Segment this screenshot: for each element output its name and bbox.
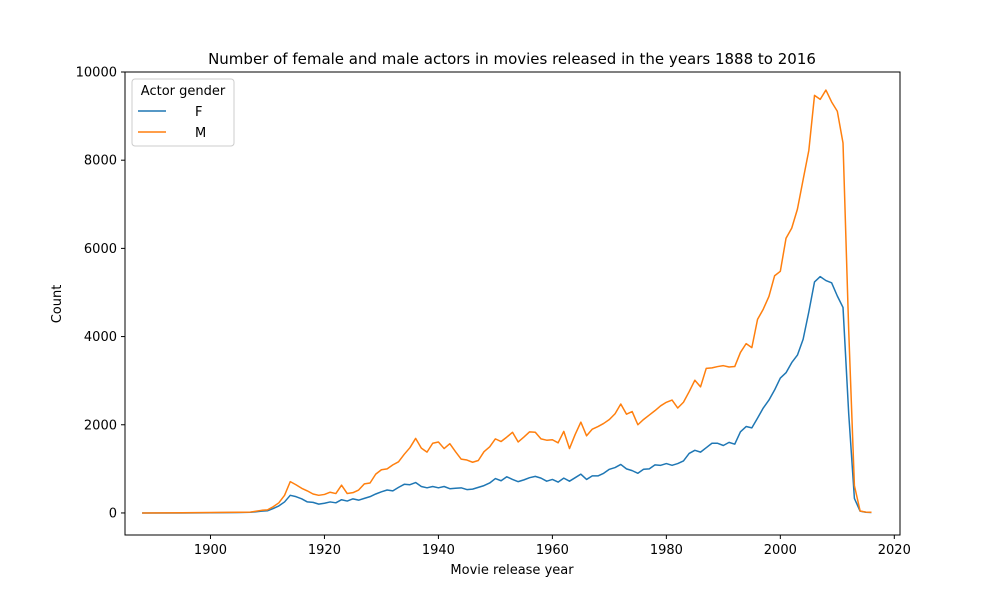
x-axis: 1900 1920 1940 1960 1980 2000 2020 xyxy=(194,535,911,558)
x-tick-label: 1920 xyxy=(308,543,341,558)
y-axis-label: Count xyxy=(50,285,65,324)
chart-title: Number of female and male actors in movi… xyxy=(208,50,816,68)
plot-frame xyxy=(124,71,901,536)
legend-label-f: F xyxy=(195,105,202,120)
series-line-f xyxy=(142,275,872,514)
x-tick-label: 1900 xyxy=(194,543,227,558)
y-axis: 0 2000 4000 6000 8000 10000 xyxy=(76,66,125,521)
plot-lines xyxy=(142,89,872,514)
legend-label-m: M xyxy=(195,126,206,141)
y-tick-label: 8000 xyxy=(84,154,117,169)
y-tick-label: 4000 xyxy=(84,330,117,345)
x-tick-label: 1940 xyxy=(422,543,455,558)
x-tick-label: 1980 xyxy=(650,543,683,558)
x-tick-label: 1960 xyxy=(536,543,569,558)
x-tick-label: 2020 xyxy=(878,543,911,558)
x-axis-label: Movie release year xyxy=(450,563,574,578)
y-tick-label: 0 xyxy=(109,506,117,521)
legend-box xyxy=(131,78,235,147)
series-line-m xyxy=(142,89,872,514)
legend-title: Actor gender xyxy=(141,84,226,99)
x-tick-label: 2000 xyxy=(764,543,797,558)
y-tick-label: 2000 xyxy=(84,418,117,433)
legend: Actor gender F M xyxy=(131,78,235,147)
y-tick-label: 10000 xyxy=(76,66,117,81)
y-tick-label: 6000 xyxy=(84,242,117,257)
